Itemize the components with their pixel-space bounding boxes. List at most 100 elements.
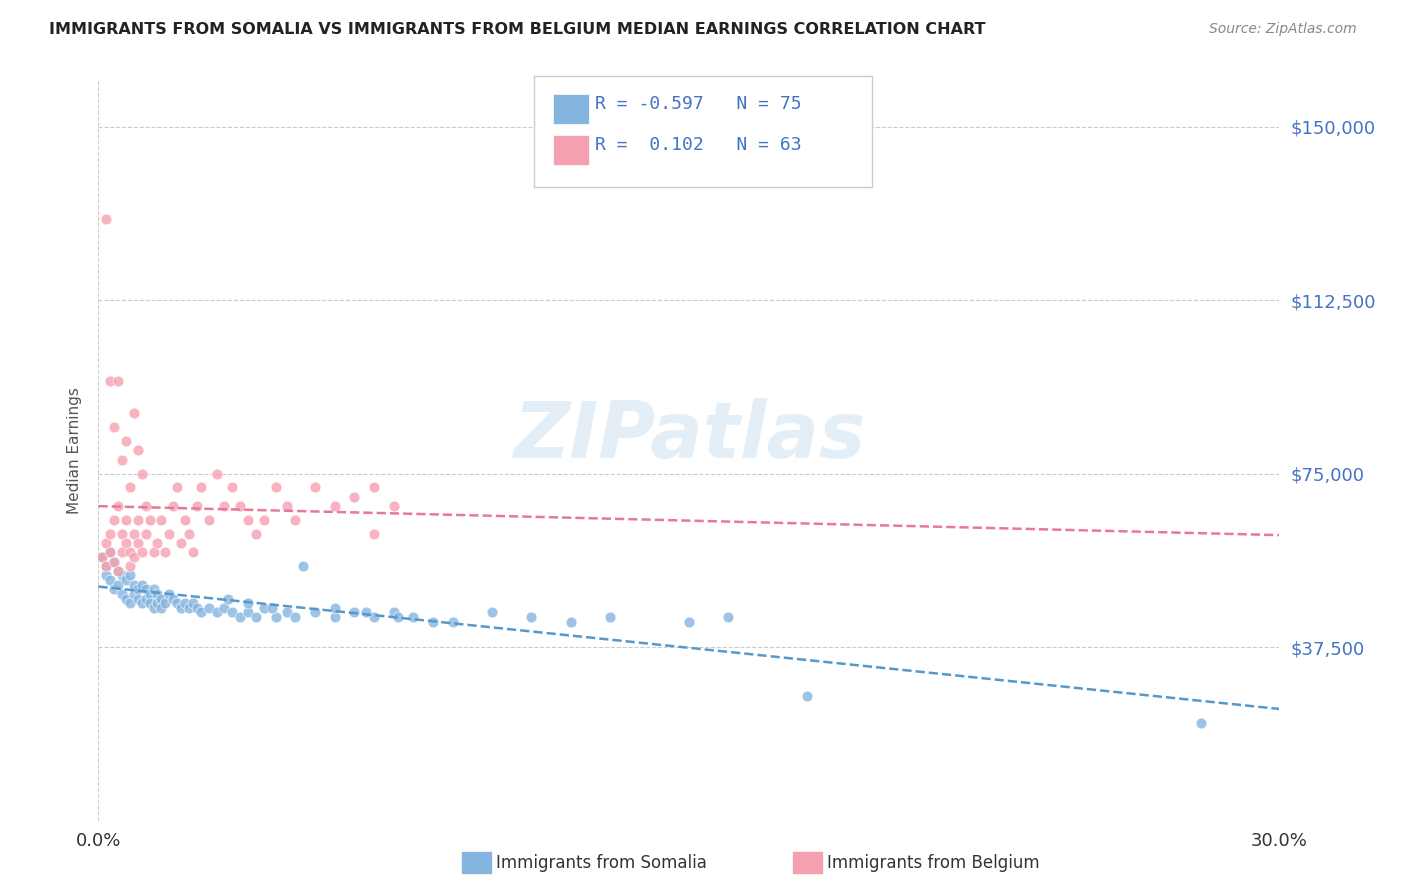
Point xyxy=(96,559,118,574)
Point xyxy=(98,545,121,559)
Point xyxy=(363,480,385,494)
Point xyxy=(253,513,276,527)
Point xyxy=(343,606,366,620)
Point xyxy=(127,513,149,527)
Point xyxy=(181,545,204,559)
Point xyxy=(717,610,740,624)
Point xyxy=(111,526,134,541)
Point xyxy=(138,587,160,601)
Point xyxy=(157,587,180,601)
Point xyxy=(138,596,160,610)
Point xyxy=(118,559,141,574)
Point xyxy=(214,499,236,513)
Point xyxy=(103,420,125,434)
Point xyxy=(103,554,125,569)
Point xyxy=(142,545,165,559)
Text: Immigrants from Belgium: Immigrants from Belgium xyxy=(827,854,1039,871)
Point xyxy=(127,443,149,458)
Point xyxy=(354,606,377,620)
Point xyxy=(111,452,134,467)
Point xyxy=(520,610,543,624)
Point xyxy=(122,587,145,601)
Point xyxy=(103,513,125,527)
Point xyxy=(304,606,326,620)
Point xyxy=(177,600,200,615)
Point xyxy=(150,600,173,615)
Point xyxy=(115,573,138,587)
Point xyxy=(217,591,239,606)
Point xyxy=(115,434,138,449)
Point xyxy=(150,591,173,606)
Point xyxy=(122,549,145,564)
Point xyxy=(197,513,219,527)
Point xyxy=(142,582,165,597)
Point xyxy=(138,513,160,527)
Point xyxy=(170,536,193,550)
Point xyxy=(96,536,118,550)
Point xyxy=(186,600,208,615)
Text: R =  0.102   N = 63: R = 0.102 N = 63 xyxy=(595,136,801,154)
Point xyxy=(382,606,405,620)
Point xyxy=(118,480,141,494)
Point xyxy=(131,467,153,481)
Point xyxy=(91,549,114,564)
Text: Source: ZipAtlas.com: Source: ZipAtlas.com xyxy=(1209,22,1357,37)
Point xyxy=(422,615,444,629)
Point xyxy=(245,610,267,624)
Point xyxy=(135,591,157,606)
Point xyxy=(323,600,346,615)
Point xyxy=(131,577,153,591)
Point xyxy=(135,499,157,513)
Point xyxy=(382,499,405,513)
Point xyxy=(131,545,153,559)
Point xyxy=(197,600,219,615)
Point xyxy=(115,536,138,550)
Point xyxy=(122,577,145,591)
Point xyxy=(103,554,125,569)
Point xyxy=(96,559,118,574)
Point xyxy=(402,610,425,624)
Point xyxy=(107,564,129,578)
Point xyxy=(118,545,141,559)
Point xyxy=(115,591,138,606)
Point xyxy=(229,610,252,624)
Point xyxy=(284,513,307,527)
Point xyxy=(264,610,287,624)
Point xyxy=(229,499,252,513)
Text: IMMIGRANTS FROM SOMALIA VS IMMIGRANTS FROM BELGIUM MEDIAN EARNINGS CORRELATION C: IMMIGRANTS FROM SOMALIA VS IMMIGRANTS FR… xyxy=(49,22,986,37)
Point xyxy=(107,374,129,388)
Point xyxy=(343,490,366,504)
Point xyxy=(98,374,121,388)
Point xyxy=(107,577,129,591)
Point xyxy=(292,559,315,574)
Point xyxy=(146,596,169,610)
Point xyxy=(678,615,700,629)
Point xyxy=(98,573,121,587)
Y-axis label: Median Earnings: Median Earnings xyxy=(67,387,83,514)
Point xyxy=(441,615,464,629)
Point xyxy=(111,587,134,601)
Point xyxy=(260,600,283,615)
Point xyxy=(127,536,149,550)
Point xyxy=(162,499,184,513)
Point xyxy=(157,526,180,541)
Point xyxy=(118,596,141,610)
Point xyxy=(166,596,188,610)
Point xyxy=(190,606,212,620)
Point xyxy=(127,582,149,597)
Point xyxy=(98,545,121,559)
Point xyxy=(174,596,197,610)
Point xyxy=(96,212,118,227)
Point xyxy=(170,600,193,615)
Point xyxy=(599,610,621,624)
Point xyxy=(214,600,236,615)
Point xyxy=(276,606,298,620)
Point xyxy=(177,526,200,541)
Point xyxy=(155,545,177,559)
Point xyxy=(107,499,129,513)
Point xyxy=(162,591,184,606)
Point xyxy=(91,549,114,564)
Point xyxy=(304,480,326,494)
Point xyxy=(205,467,228,481)
Point xyxy=(221,480,243,494)
